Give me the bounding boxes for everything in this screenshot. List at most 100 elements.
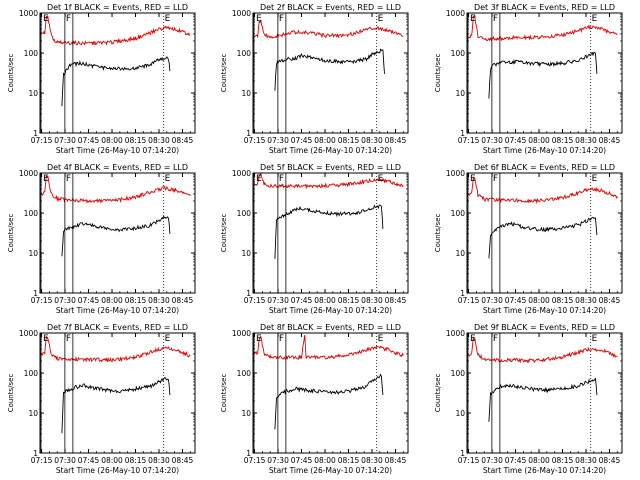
panel-title: Det 7f BLACK = Events, RED = LLD — [47, 323, 188, 332]
x-tick-label: 07:45 — [505, 456, 527, 465]
x-tick-label: 08:45 — [172, 296, 194, 305]
x-tick-label: 07:30 — [267, 136, 289, 145]
x-tick-label: 08:30 — [575, 296, 597, 305]
y-tick-label: 10 — [28, 89, 38, 98]
panel-title: Det 2f BLACK = Events, RED = LLD — [260, 3, 401, 12]
marker-label: E — [470, 14, 476, 24]
panel-title: Det 1f BLACK = Events, RED = LLD — [47, 3, 188, 12]
y-tick-label: 1000 — [446, 9, 465, 18]
x-tick-label: 07:15 — [244, 296, 266, 305]
x-tick-label: 07:15 — [31, 136, 53, 145]
x-tick-label: 08:00 — [101, 296, 123, 305]
panel-6: Det 6f BLACK = Events, RED = LLD Counts/s… — [434, 163, 623, 315]
x-axis-label: Start Time (26-May-10 07:14:20) — [56, 466, 179, 475]
y-tick-label: 10 — [241, 249, 251, 258]
panel-1: Det 1f BLACK = Events, RED = LLD Counts/s… — [7, 3, 196, 155]
marker-label: E — [43, 14, 49, 24]
x-tick-label: 07:45 — [291, 136, 313, 145]
x-tick-label: 08:00 — [101, 136, 123, 145]
x-tick-label: 08:00 — [314, 296, 336, 305]
x-tick-label: 08:15 — [552, 296, 574, 305]
x-tick-label: 07:30 — [54, 296, 76, 305]
y-axis-label: Counts/sec — [7, 214, 15, 253]
x-tick-label: 08:45 — [172, 136, 194, 145]
y-tick-label: 1000 — [446, 329, 465, 338]
x-tick-label: 08:00 — [528, 136, 550, 145]
x-tick-label: 08:30 — [148, 296, 170, 305]
x-tick-label: 08:15 — [125, 456, 147, 465]
marker-label: E — [43, 174, 49, 184]
plot-frame — [252, 12, 409, 134]
series-events-line — [274, 204, 384, 259]
x-axis-label: Start Time (26-May-10 07:14:20) — [269, 306, 392, 315]
x-tick-label: 08:30 — [148, 136, 170, 145]
x-tick-label: 08:30 — [361, 456, 383, 465]
y-tick-label: 1 — [246, 449, 251, 458]
panel-5: Det 5f BLACK = Events, RED = LLD Counts/s… — [220, 163, 409, 315]
y-axis-label: Counts/sec — [7, 374, 15, 413]
x-tick-label: 08:15 — [338, 136, 360, 145]
y-tick-label: 100 — [451, 369, 466, 378]
x-tick-label: 07:45 — [505, 296, 527, 305]
marker-label: E — [256, 14, 262, 24]
plot-frame — [39, 332, 196, 454]
y-tick-label: 1000 — [232, 9, 251, 18]
marker-label: E — [592, 14, 598, 24]
marker-label: E — [43, 334, 49, 344]
y-tick-label: 1 — [246, 289, 251, 298]
y-tick-label: 10 — [455, 409, 465, 418]
marker-label: E — [165, 14, 171, 24]
x-tick-label: 07:30 — [481, 296, 503, 305]
marker-label: F — [493, 174, 498, 184]
marker-label: E — [592, 174, 598, 184]
x-tick-label: 08:15 — [552, 456, 574, 465]
marker-label: E — [256, 174, 262, 184]
y-tick-label: 100 — [24, 369, 39, 378]
y-tick-label: 10 — [241, 409, 251, 418]
y-tick-label: 1 — [460, 449, 465, 458]
x-tick-label: 07:30 — [54, 136, 76, 145]
panel-4: Det 4f BLACK = Events, RED = LLD Counts/s… — [7, 163, 196, 315]
x-tick-label: 08:30 — [575, 136, 597, 145]
series-events-line — [61, 56, 171, 107]
y-tick-label: 10 — [455, 249, 465, 258]
marker-label: F — [279, 14, 284, 24]
y-tick-label: 100 — [24, 49, 39, 58]
marker-label: E — [470, 334, 476, 344]
panel-2: Det 2f BLACK = Events, RED = LLD Counts/s… — [220, 3, 409, 155]
x-tick-label: 07:45 — [78, 296, 100, 305]
x-tick-label: 07:15 — [458, 296, 480, 305]
x-tick-label: 08:00 — [314, 456, 336, 465]
x-tick-label: 07:15 — [31, 456, 53, 465]
y-axis-label: Counts/sec — [434, 214, 442, 253]
x-tick-label: 08:30 — [575, 456, 597, 465]
x-tick-label: 08:45 — [385, 456, 407, 465]
y-tick-label: 100 — [237, 369, 252, 378]
x-tick-label: 08:15 — [552, 136, 574, 145]
x-tick-label: 07:15 — [458, 456, 480, 465]
plot-frame — [252, 172, 409, 294]
x-tick-label: 07:30 — [267, 456, 289, 465]
x-tick-label: 07:45 — [291, 296, 313, 305]
series-events-line — [488, 377, 598, 422]
y-axis-label: Counts/sec — [220, 54, 228, 93]
panel-3: Det 3f BLACK = Events, RED = LLD Counts/s… — [434, 3, 623, 155]
marker-label: F — [66, 334, 71, 344]
plot-frame — [39, 172, 196, 294]
plot-frame — [466, 12, 623, 134]
marker-label: E — [378, 14, 384, 24]
x-tick-label: 07:45 — [505, 136, 527, 145]
x-tick-label: 08:30 — [148, 456, 170, 465]
x-tick-label: 07:45 — [78, 136, 100, 145]
marker-label: F — [493, 14, 498, 24]
y-axis-label: Counts/sec — [220, 214, 228, 253]
panel-title: Det 5f BLACK = Events, RED = LLD — [260, 163, 401, 172]
panel-title: Det 9f BLACK = Events, RED = LLD — [474, 323, 615, 332]
marker-label: F — [493, 334, 498, 344]
panel-7: Det 7f BLACK = Events, RED = LLD Counts/s… — [7, 323, 196, 475]
x-axis-label: Start Time (26-May-10 07:14:20) — [483, 306, 606, 315]
marker-label: F — [279, 174, 284, 184]
plot-frame — [39, 12, 196, 134]
y-tick-label: 1 — [460, 289, 465, 298]
